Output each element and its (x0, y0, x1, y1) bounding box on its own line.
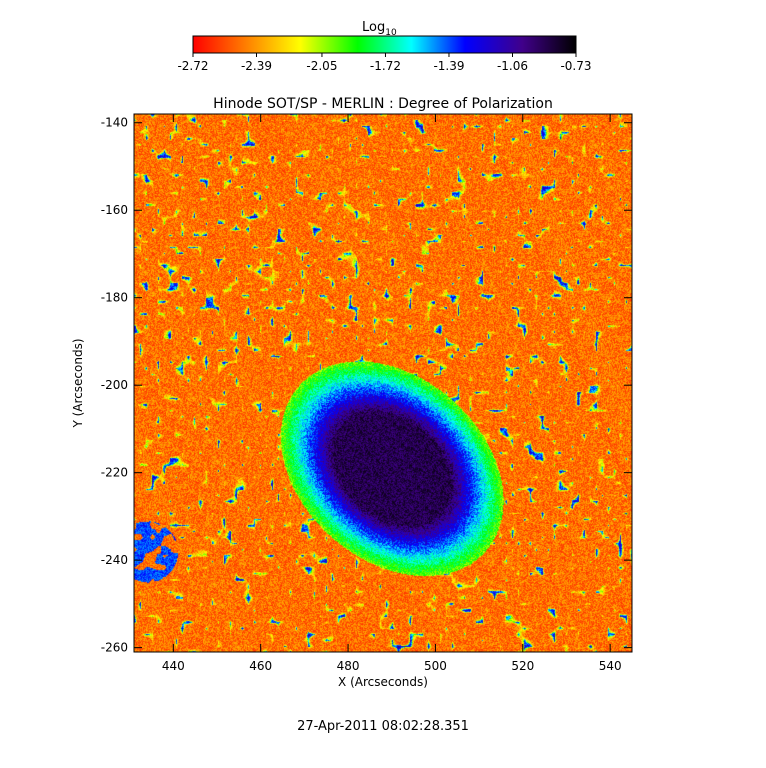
colorbar-tick-label: -1.72 (370, 59, 401, 73)
colorbar-tick-label: -2.05 (306, 59, 337, 73)
colorbar-label: Log10 (362, 20, 397, 38)
colorbar-tick-label: -1.39 (433, 59, 464, 73)
x-tick-label: 460 (249, 659, 272, 673)
colorbar-tick-label: -0.73 (560, 59, 591, 73)
y-tick-label: -260 (101, 641, 128, 655)
heatmap (134, 114, 632, 652)
y-tick-label: -240 (101, 553, 128, 567)
x-tick-label: 480 (337, 659, 360, 673)
y-tick-label: -180 (101, 291, 128, 305)
chart-title: Hinode SOT/SP - MERLIN : Degree of Polar… (213, 96, 553, 112)
y-tick-label: -220 (101, 466, 128, 480)
colorbar-ticks: -2.72 -2.39 -2.05 -1.72 -1.39 -1.06 -0.73 (177, 53, 592, 73)
y-axis-ticks: -140 -160 -180 -200 -220 -240 -260 (101, 116, 632, 655)
colorbar (192, 35, 577, 54)
timestamp: 27-Apr-2011 08:02:28.351 (297, 719, 469, 734)
colorbar-tick-label: -1.06 (497, 59, 528, 73)
plot-frame (133, 113, 633, 653)
x-tick-label: 520 (511, 659, 534, 673)
x-tick-label: 440 (162, 659, 185, 673)
x-axis-ticks: 440 460 480 500 520 540 (162, 114, 622, 673)
y-tick-label: -140 (101, 116, 128, 130)
x-tick-label: 500 (424, 659, 447, 673)
colorbar-tick-label: -2.72 (177, 59, 208, 73)
y-axis-label: Y (Arcseconds) (71, 338, 85, 428)
y-tick-label: -200 (101, 378, 128, 392)
colorbar-tick-label: -2.39 (241, 59, 272, 73)
x-tick-label: 540 (599, 659, 622, 673)
y-tick-label: -160 (101, 203, 128, 217)
x-axis-label: X (Arcseconds) (338, 675, 428, 689)
